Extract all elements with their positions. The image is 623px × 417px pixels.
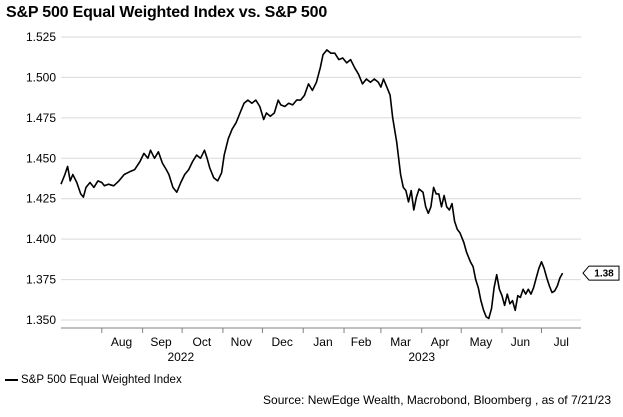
x-tick-label: May	[470, 335, 493, 349]
x-tick-label: Nov	[231, 335, 252, 349]
series-line	[60, 49, 564, 320]
chart-title: S&P 500 Equal Weighted Index vs. S&P 500	[6, 4, 328, 21]
y-tick-label: 1.375	[26, 273, 56, 287]
x-year-label: 2023	[408, 350, 435, 364]
x-tick-label: Dec	[271, 335, 292, 349]
y-tick-label: 1.525	[26, 30, 56, 44]
source-note: Source: NewEdge Wealth, Macrobond, Bloom…	[263, 393, 611, 407]
x-year-label: 2022	[167, 350, 194, 364]
grid-lines	[61, 36, 581, 321]
x-tick-label: Apr	[431, 335, 450, 349]
y-axis: 1.350 1.375 1.400 1.425 1.450 1.475 1.500 1.525	[26, 30, 56, 327]
series-group	[60, 49, 564, 320]
y-tick-label: 1.425	[26, 192, 56, 206]
y-tick-label: 1.500	[26, 70, 56, 84]
x-tick-label: Sep	[150, 335, 172, 349]
x-tick-label: Aug	[111, 335, 132, 349]
x-tick-label: Jun	[511, 335, 530, 349]
y-tick-label: 1.475	[26, 111, 56, 125]
x-tick-label: Oct	[193, 335, 212, 349]
x-axis: Aug Sep Oct Nov Dec Jan Feb Mar Apr May Jun Jul 2022…	[101, 328, 569, 364]
x-tick-label: Jul	[554, 335, 569, 349]
y-tick-label: 1.450	[26, 151, 56, 165]
y-tick-label: 1.400	[26, 232, 56, 246]
legend: S&P 500 Equal Weighted Index	[5, 374, 182, 386]
end-value-tag: 1.38	[582, 265, 620, 281]
end-value-tag-shape	[582, 265, 620, 281]
x-tick-label: Feb	[351, 335, 372, 349]
x-tick-label: Jan	[313, 335, 332, 349]
legend-label: S&P 500 Equal Weighted Index	[21, 374, 182, 386]
x-tick-label: Mar	[390, 335, 411, 349]
y-tick-label: 1.350	[26, 313, 56, 327]
end-value-label: 1.38	[594, 269, 614, 280]
legend-swatch	[5, 379, 18, 381]
